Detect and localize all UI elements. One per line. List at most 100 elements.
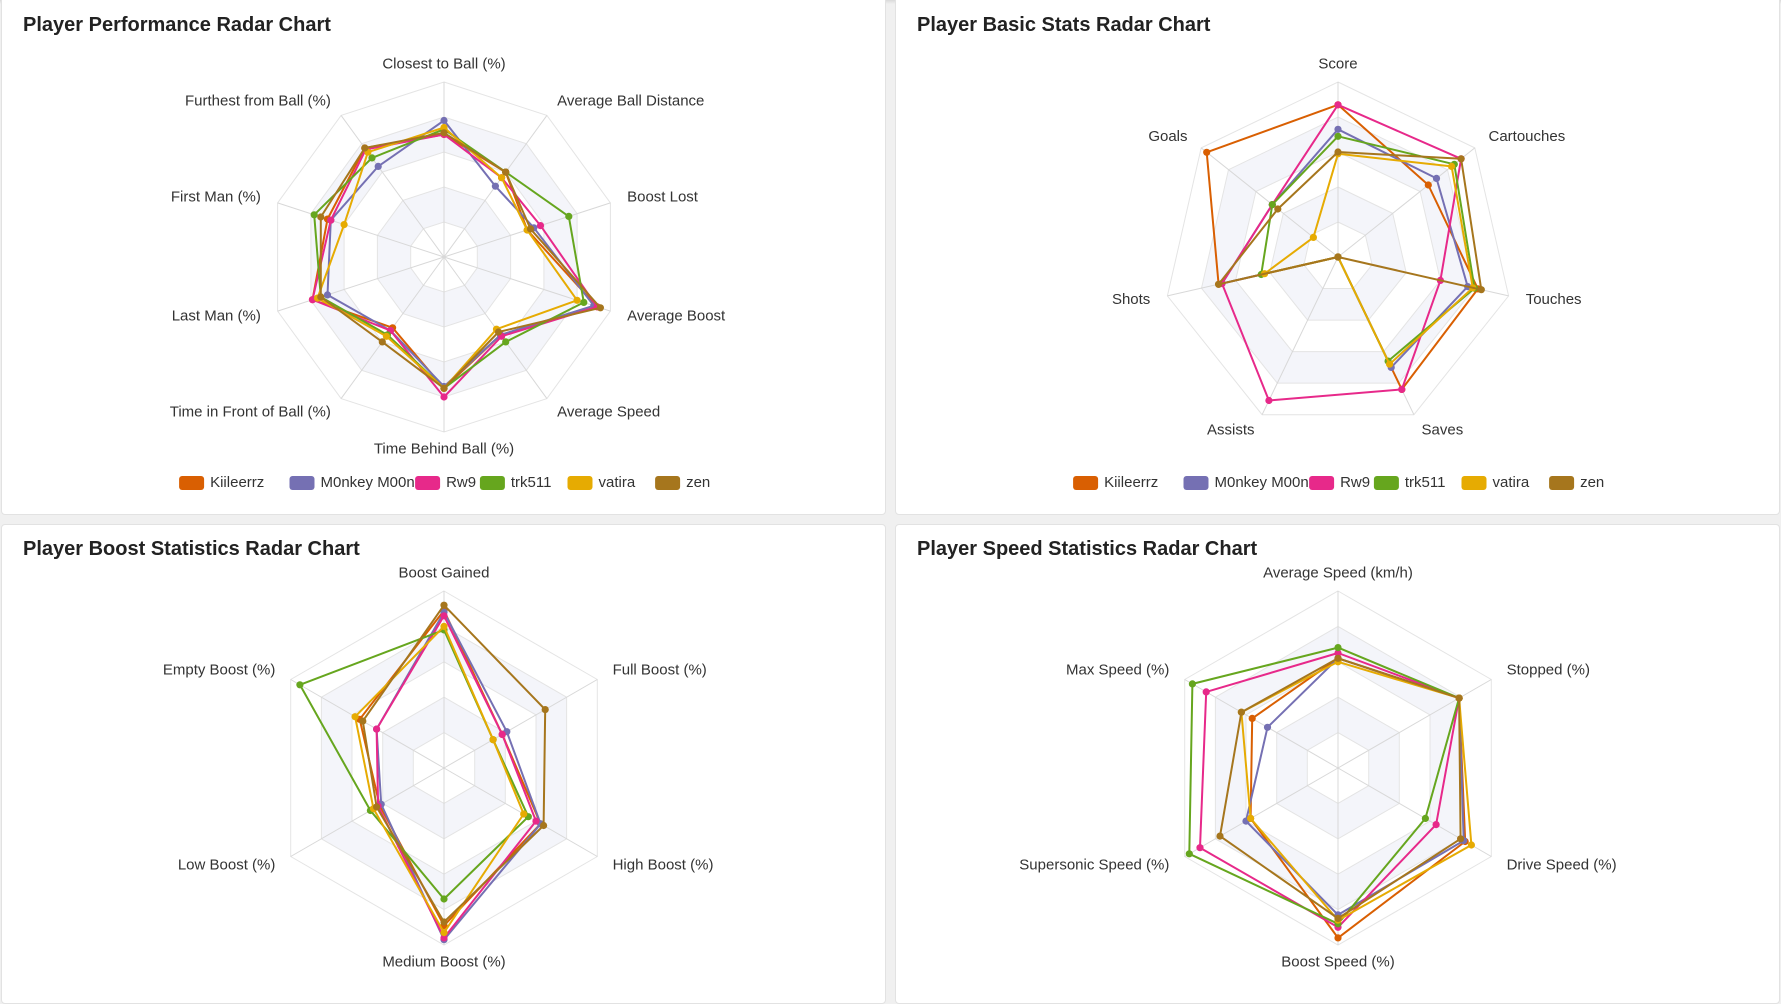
performance-chart-panel: Player Performance Radar Chart Closest t…: [1, 0, 886, 515]
legend-item-kiileerrz[interactable]: Kiileerrz: [179, 474, 264, 491]
boost-stats-chart-panel: Player Boost Statistics Radar Chart Boos…: [1, 524, 886, 1004]
data-point: [1334, 148, 1342, 156]
data-point: [1467, 841, 1475, 849]
legend-item-rw9[interactable]: Rw9: [1309, 474, 1370, 491]
axis-label-max-speed: Max Speed (%): [1066, 662, 1169, 679]
data-point: [573, 296, 581, 304]
axis-label-cartouches: Cartouches: [1489, 128, 1566, 145]
data-point: [1455, 694, 1463, 702]
speed-stats-radar-chart: Average Speed (km/h) Stopped (%) Drive Spe…: [1019, 564, 1616, 970]
data-point: [440, 895, 448, 903]
data-point: [1263, 723, 1272, 731]
axis-label-time-behind-ball: Time Behind Ball (%): [374, 440, 514, 457]
data-point: [310, 211, 318, 219]
legend-item-m0nkey-m00n[interactable]: M0nkey M00n: [1183, 474, 1309, 491]
axis-label-saves: Saves: [1422, 421, 1464, 438]
legend-item-kiileerrz[interactable]: Kiileerrz: [1073, 474, 1158, 491]
data-point: [1334, 253, 1342, 261]
legend-item-vatira[interactable]: vatira: [567, 474, 636, 491]
data-point: [296, 681, 304, 689]
data-point: [1477, 286, 1485, 294]
data-point: [1237, 708, 1245, 716]
data-point: [1274, 205, 1282, 213]
legend: Kiileerrz M0nkey M00n Rw9 trk511 vatira zen: [179, 474, 710, 491]
axis-spoke: [1261, 256, 1339, 415]
legend-swatch: [479, 476, 505, 490]
legend-label: trk511: [511, 474, 552, 491]
axis-label-time-in-front-of-ball: Time in Front of Ball (%): [170, 404, 331, 421]
data-point: [565, 212, 573, 220]
chart-title: Player Basic Stats Radar Chart: [917, 14, 1211, 36]
series-zen: [1215, 148, 1485, 294]
top-shadow: [0, 0, 1781, 4]
legend-label: vatira: [1493, 474, 1530, 491]
chart-title: Player Speed Statistics Radar Chart: [917, 538, 1258, 560]
axis-spoke: [1337, 679, 1492, 769]
legend-label: Rw9: [1340, 474, 1370, 491]
data-point: [526, 225, 535, 233]
data-point: [1309, 233, 1317, 241]
legend-item-trk511[interactable]: trk511: [479, 474, 552, 491]
series-zen: [359, 601, 549, 926]
data-point: [382, 332, 390, 340]
data-point: [440, 612, 448, 620]
legend-swatch: [1373, 476, 1399, 490]
data-point: [440, 393, 448, 401]
data-point: [520, 810, 528, 818]
data-point: [1457, 155, 1465, 163]
axis-spoke: [340, 115, 445, 258]
axis-label-average-speed-km-h: Average Speed (km/h): [1263, 564, 1413, 581]
legend-swatch: [1549, 476, 1575, 490]
legend-item-zen[interactable]: zen: [655, 474, 710, 491]
series-zen: [317, 129, 605, 392]
legend-label: Rw9: [446, 474, 476, 491]
data-point: [1398, 385, 1406, 393]
basic-stats-chart-panel: Player Basic Stats Radar Chart Score Cart…: [895, 0, 1780, 515]
data-point: [1448, 162, 1456, 170]
data-point: [1386, 360, 1394, 368]
axis-label-average-ball-distance: Average Ball Distance: [557, 92, 704, 109]
legend-item-vatira[interactable]: vatira: [1461, 474, 1530, 491]
data-point: [502, 338, 510, 346]
legend-swatch: [655, 476, 681, 490]
legend: Kiileerrz M0nkey M00n Rw9 trk511 vatira zen: [1073, 474, 1604, 491]
axis-spoke: [277, 202, 445, 258]
data-point: [1334, 654, 1342, 662]
axis-label-goals: Goals: [1148, 128, 1187, 145]
data-point: [368, 154, 376, 162]
data-point: [596, 304, 605, 312]
data-point: [1334, 914, 1342, 922]
legend-item-trk511[interactable]: trk511: [1373, 474, 1446, 491]
chart-title: Player Performance Radar Chart: [23, 14, 331, 36]
data-point: [1432, 821, 1440, 829]
legend-item-zen[interactable]: zen: [1549, 474, 1604, 491]
speed-stats-chart-panel: Player Speed Statistics Radar Chart Aver…: [895, 524, 1780, 1004]
legend-item-rw9[interactable]: Rw9: [415, 474, 476, 491]
data-point: [1334, 934, 1342, 942]
data-point: [440, 129, 448, 137]
axis-label-boost-lost: Boost Lost: [627, 188, 699, 205]
axis-label-stopped: Stopped (%): [1507, 662, 1590, 679]
axis-label-high-boost: High Boost (%): [613, 856, 714, 873]
boost-stats-radar-chart: Boost Gained Full Boost (%) High Boost (%)…: [163, 564, 714, 970]
legend-swatch: [289, 476, 315, 490]
data-point: [361, 144, 369, 152]
legend-label: Kiileerrz: [210, 474, 264, 491]
axis-label-low-boost: Low Boost (%): [178, 856, 276, 873]
data-point: [440, 123, 448, 132]
axis-label-score: Score: [1318, 55, 1357, 72]
legend-swatch: [567, 476, 593, 490]
data-point: [323, 291, 332, 299]
data-point: [1196, 844, 1204, 852]
legend-label: zen: [686, 474, 710, 491]
legend-label: M0nkey M00n: [1215, 474, 1309, 491]
legend-item-m0nkey-m00n[interactable]: M0nkey M00n: [289, 474, 415, 491]
legend-swatch: [1183, 476, 1209, 490]
axis-spoke: [277, 256, 445, 312]
axis-label-last-man: Last Man (%): [172, 307, 261, 324]
data-point: [498, 730, 506, 738]
basic-stats-radar-chart: Score Cartouches Touches Saves Assists Shots G…: [1073, 55, 1604, 491]
axis-label-shots: Shots: [1112, 291, 1150, 308]
data-point: [440, 601, 448, 609]
data-point: [1185, 850, 1193, 858]
